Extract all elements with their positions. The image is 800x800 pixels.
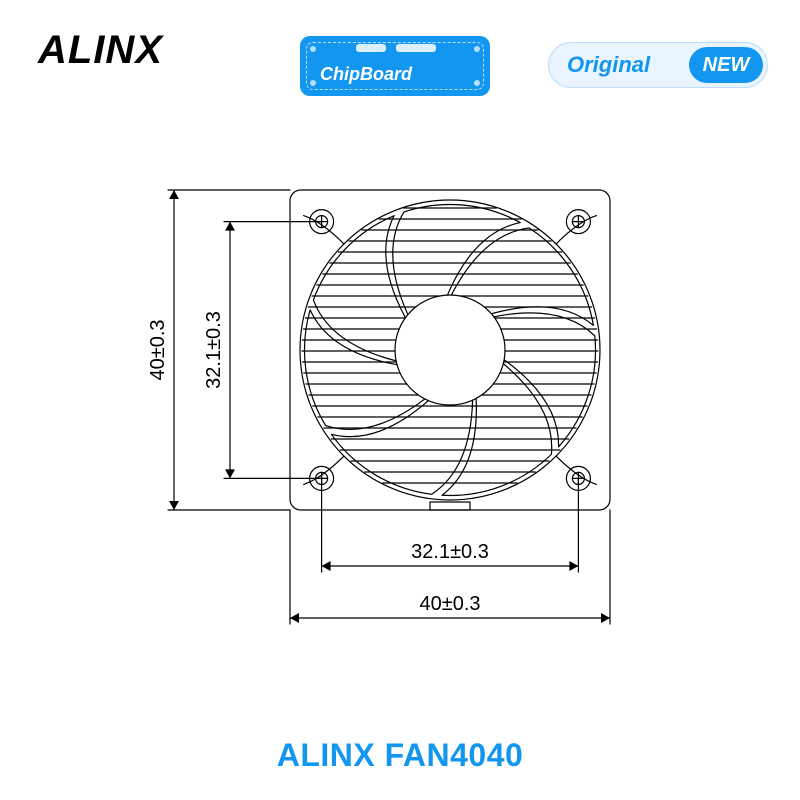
chipboard-label: ChipBoard — [320, 64, 412, 85]
original-badge: Original NEW — [548, 42, 768, 88]
product-title: ALINX FAN4040 — [0, 737, 800, 774]
svg-text:40±0.3: 40±0.3 — [419, 593, 480, 615]
brand-logo: ALINX — [38, 28, 163, 73]
svg-text:32.1±0.3: 32.1±0.3 — [411, 541, 489, 563]
svg-text:32.1±0.3: 32.1±0.3 — [203, 311, 225, 389]
header: ALINX ChipBoard Original NEW — [0, 22, 800, 78]
new-pill: NEW — [689, 47, 763, 83]
svg-text:40±0.3: 40±0.3 — [147, 319, 169, 380]
chipboard-badge: ChipBoard — [300, 36, 490, 96]
fan-dimension-drawing: 32.1±0.340±0.332.1±0.340±0.3 — [170, 150, 730, 710]
connector-icon — [396, 44, 436, 52]
connector-icon — [356, 44, 386, 52]
original-label: Original — [567, 52, 650, 78]
product-spec-card: ALINX ChipBoard Original NEW 32.1±0.3 40±… — [0, 0, 800, 800]
